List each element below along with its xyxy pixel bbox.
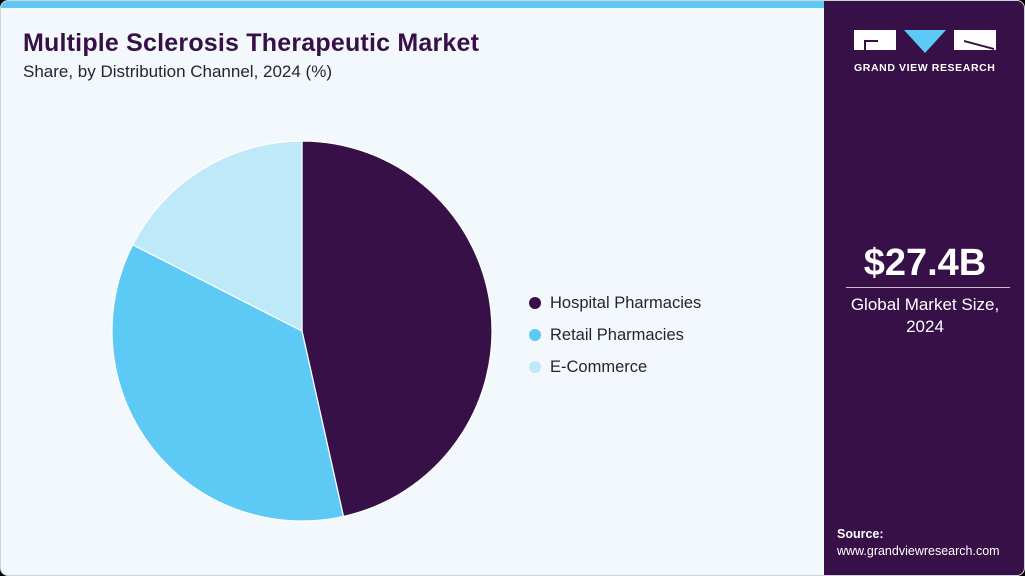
source-link[interactable]: www.grandviewresearch.com xyxy=(837,544,1000,558)
legend-item: E-Commerce xyxy=(529,351,701,383)
source-label: Source: xyxy=(837,527,884,541)
legend-item: Hospital Pharmacies xyxy=(529,287,701,319)
pie-slice-hospital-pharmacies xyxy=(301,140,493,518)
legend-item: Retail Pharmacies xyxy=(529,319,701,351)
legend-dot-icon xyxy=(529,297,541,309)
pie-slice-retail-pharmacies xyxy=(111,243,345,522)
legend-label: E-Commerce xyxy=(550,357,648,376)
chart-subtitle: Share, by Distribution Channel, 2024 (%) xyxy=(23,62,332,81)
pie-slice-e-commerce xyxy=(131,140,303,332)
gvr-logo-icon xyxy=(854,30,996,53)
pie-chart xyxy=(111,140,493,522)
brand-logo: GRAND VIEW RESEARCH xyxy=(854,28,996,74)
info-sidebar: GRAND VIEW RESEARCH $27.4B Global Market… xyxy=(824,1,1024,575)
caption-line-2: 2024 xyxy=(906,317,944,336)
chart-title: Multiple Sclerosis Therapeutic Market xyxy=(23,29,480,57)
market-size-value: $27.4B xyxy=(863,242,987,284)
legend-label: Retail Pharmacies xyxy=(550,325,684,344)
legend-dot-icon xyxy=(529,361,541,373)
legend-dot-icon xyxy=(529,329,541,341)
caption-line-1: Global Market Size, xyxy=(850,295,1000,314)
market-size-caption: Global Market Size, 2024 xyxy=(824,294,1024,338)
chart-legend: Hospital Pharmacies Retail Pharmacies E-Co… xyxy=(529,287,701,383)
accent-bar xyxy=(1,1,824,8)
legend-label: Hospital Pharmacies xyxy=(550,293,702,312)
brand-name: GRAND VIEW RESEARCH xyxy=(854,62,996,74)
divider xyxy=(846,287,1010,288)
